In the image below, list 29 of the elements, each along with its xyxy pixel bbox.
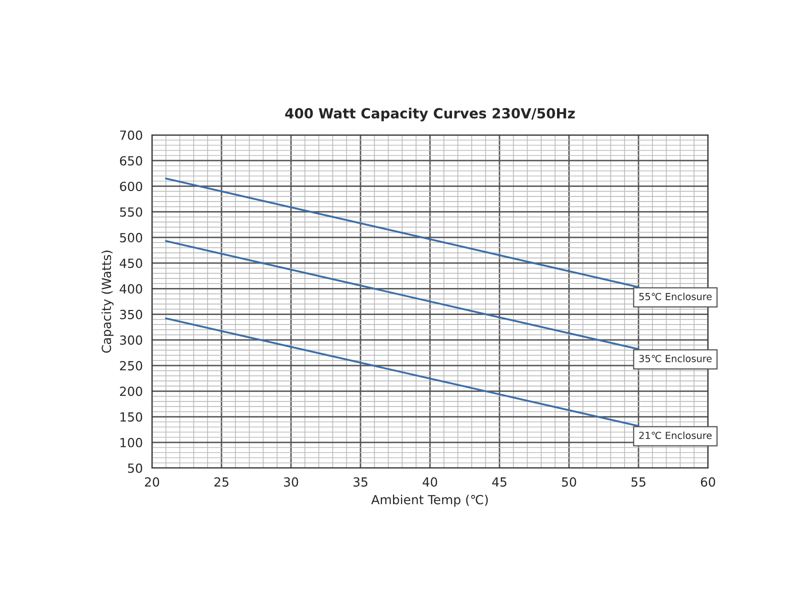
x-tick-label: 30 (284, 477, 298, 487)
series-label: 55℃ Enclosure (639, 292, 712, 300)
y-tick-label: 550 (120, 207, 142, 217)
y-tick-label: 400 (120, 284, 142, 294)
x-tick-label: 40 (422, 477, 438, 487)
x-tick-label: 50 (562, 477, 576, 487)
chart-title: 400 Watt Capacity Curves 230V/50Hz (285, 108, 575, 122)
x-tick-label: 20 (144, 477, 160, 487)
series-label: 21℃ Enclosure (639, 432, 712, 440)
y-tick-label: 300 (120, 335, 142, 345)
x-tick-label: 45 (492, 477, 506, 487)
y-tick-label: 150 (120, 412, 142, 422)
y-tick-label: 700 (120, 130, 142, 140)
y-tick-label: 600 (120, 182, 142, 192)
series-label: 35℃ Enclosure (639, 354, 712, 362)
y-axis-title: Capacity (Watts) (101, 250, 114, 353)
y-tick-label: 250 (120, 361, 142, 370)
x-tick-label: 55 (632, 477, 646, 487)
x-tick-label: 35 (354, 477, 368, 487)
y-tick-label: 450 (120, 258, 142, 268)
y-tick-label: 350 (120, 310, 142, 320)
y-tick-label: 200 (120, 386, 142, 396)
y-tick-label: 650 (120, 156, 142, 166)
y-tick-label: 50 (128, 463, 142, 473)
x-tick-label: 60 (700, 477, 716, 487)
y-tick-label: 100 (120, 438, 142, 448)
y-tick-label: 500 (120, 232, 142, 242)
x-axis-title: Ambient Temp (℃) (371, 494, 488, 507)
x-tick-label: 25 (214, 477, 228, 487)
